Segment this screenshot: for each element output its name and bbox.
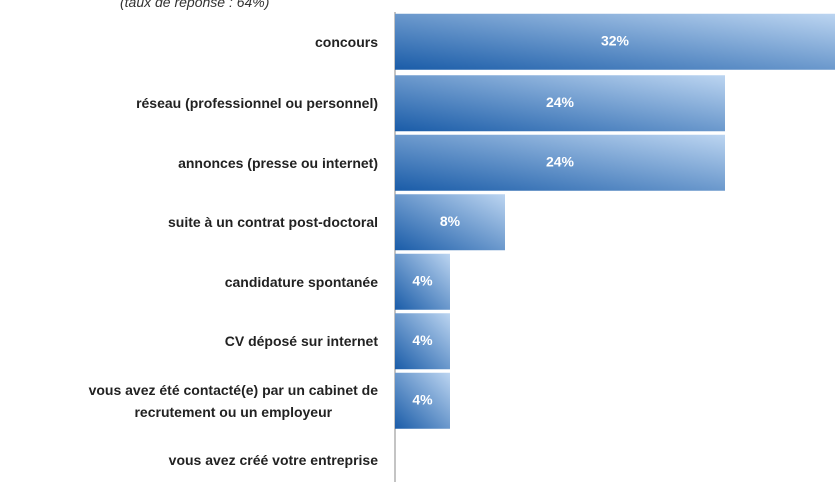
category-label: vous avez été contacté(e) par un cabinet… bbox=[89, 379, 378, 423]
bar bbox=[395, 194, 505, 251]
bar bbox=[395, 253, 450, 310]
value-label: 4% bbox=[412, 391, 433, 407]
category-label: CV déposé sur internet bbox=[225, 330, 378, 352]
value-label: 4% bbox=[412, 332, 433, 348]
bar bbox=[395, 75, 725, 132]
category-text: candidature spontanée bbox=[224, 273, 378, 290]
category-text: vous avez été contacté(e) par un cabinet… bbox=[88, 381, 378, 420]
category-text: vous avez créé votre entreprise bbox=[168, 452, 378, 469]
bar bbox=[395, 13, 835, 70]
category-text: réseau (professionnel ou personnel) bbox=[136, 95, 378, 112]
value-label: 8% bbox=[440, 213, 461, 229]
category-label: annonces (presse ou internet) bbox=[178, 152, 378, 174]
category-text: annonces (presse ou internet) bbox=[178, 154, 378, 171]
bar bbox=[395, 372, 450, 429]
category-label: vous avez créé votre entreprise bbox=[169, 449, 378, 471]
value-label: 4% bbox=[412, 272, 433, 288]
category-label: concours bbox=[315, 31, 378, 53]
value-label: 24% bbox=[546, 153, 575, 169]
category-label: réseau (professionnel ou personnel) bbox=[136, 92, 378, 114]
value-label: 32% bbox=[601, 32, 630, 48]
category-label: candidature spontanée bbox=[225, 271, 378, 293]
category-label: suite à un contrat post-doctoral bbox=[168, 211, 378, 233]
category-text: CV déposé sur internet bbox=[224, 333, 378, 350]
chart-subtitle: (taux de réponse : 64%) bbox=[120, 0, 270, 10]
bar bbox=[395, 134, 725, 191]
category-text: concours bbox=[314, 33, 378, 50]
value-label: 24% bbox=[546, 94, 575, 110]
bar bbox=[395, 313, 450, 370]
category-text: suite à un contrat post-doctoral bbox=[167, 214, 378, 231]
